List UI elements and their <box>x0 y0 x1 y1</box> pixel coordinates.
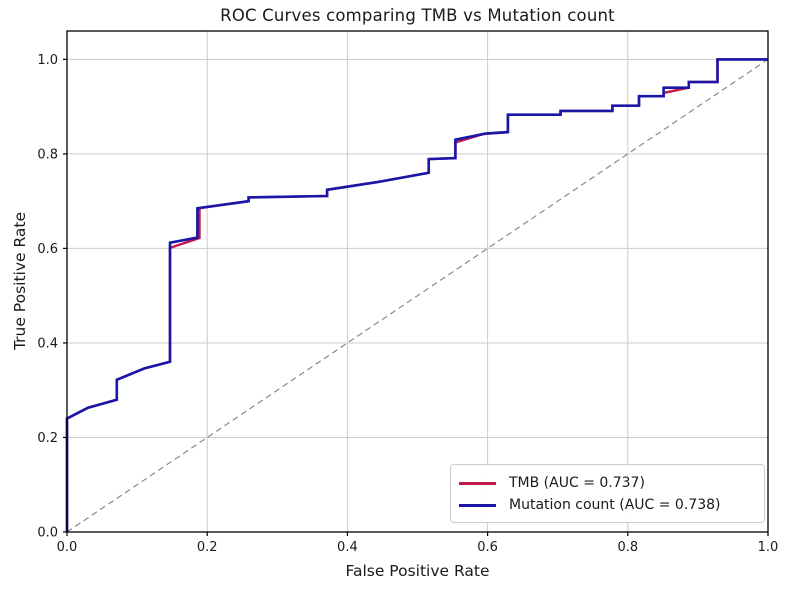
mutation-count-line-swatch <box>459 503 496 507</box>
y-tick-label: 0.8 <box>37 147 58 162</box>
y-tick-label: 0.2 <box>37 431 58 446</box>
legend: TMB (AUC = 0.737) Mutation count (AUC = … <box>450 464 765 523</box>
x-tick-label: 0.2 <box>197 540 218 555</box>
y-tick-label: 0.6 <box>37 242 58 257</box>
legend-label-mutation-count: Mutation count (AUC = 0.738) <box>509 497 721 513</box>
x-tick-label: 1.0 <box>758 540 779 555</box>
legend-item-tmb: TMB (AUC = 0.737) <box>459 472 754 494</box>
axes-border <box>66 30 769 533</box>
y-tick-label: 0.0 <box>37 526 58 541</box>
y-axis-label: True Positive Rate <box>11 211 29 351</box>
x-tick-label: 0.0 <box>57 540 78 555</box>
tmb-line-swatch <box>459 481 496 485</box>
y-tick-label: 0.4 <box>37 336 58 351</box>
x-tick-label: 0.8 <box>617 540 638 555</box>
legend-item-mutation-count: Mutation count (AUC = 0.738) <box>459 494 754 516</box>
x-axis-label: False Positive Rate <box>345 562 490 580</box>
x-tick-label: 0.6 <box>477 540 498 555</box>
chart-title: ROC Curves comparing TMB vs Mutation cou… <box>220 6 615 25</box>
chance-diagonal <box>66 58 769 533</box>
x-tick-label: 0.4 <box>337 540 358 555</box>
y-tick-label: 1.0 <box>37 53 58 68</box>
legend-label-tmb: TMB (AUC = 0.737) <box>509 475 645 491</box>
mutation-count-roc-curve <box>65 58 768 532</box>
